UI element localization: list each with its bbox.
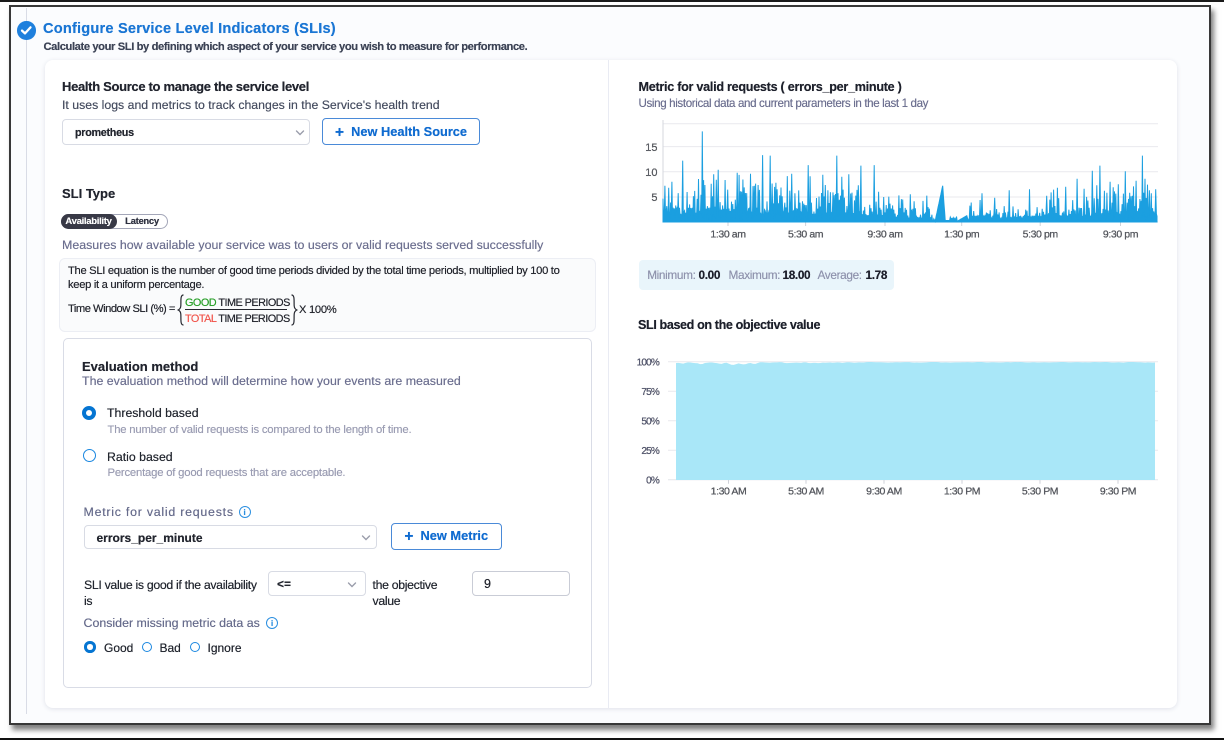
svg-text:25%: 25% bbox=[641, 446, 660, 457]
svg-text:1:30 pm: 1:30 pm bbox=[944, 229, 980, 241]
svg-text:15: 15 bbox=[645, 142, 657, 154]
svg-text:50%: 50% bbox=[641, 417, 660, 428]
svg-text:5:30 PM: 5:30 PM bbox=[1022, 486, 1058, 498]
svg-text:9:30 am: 9:30 am bbox=[867, 229, 903, 241]
svg-text:5:30 pm: 5:30 pm bbox=[1023, 229, 1059, 241]
svg-text:5: 5 bbox=[651, 192, 657, 204]
svg-text:1:30 am: 1:30 am bbox=[710, 229, 746, 241]
svg-text:10: 10 bbox=[645, 167, 657, 179]
svg-text:9:30 AM: 9:30 AM bbox=[866, 486, 902, 498]
svg-text:1:30 AM: 1:30 AM bbox=[711, 486, 747, 498]
svg-text:0%: 0% bbox=[646, 476, 660, 487]
svg-text:9:30 pm: 9:30 pm bbox=[1103, 229, 1139, 241]
svg-text:100%: 100% bbox=[637, 358, 660, 369]
svg-text:5:30 AM: 5:30 AM bbox=[788, 486, 824, 498]
svg-text:9:30 PM: 9:30 PM bbox=[1100, 486, 1136, 498]
svg-text:1:30 PM: 1:30 PM bbox=[944, 486, 980, 498]
svg-text:75%: 75% bbox=[641, 387, 660, 398]
svg-text:5:30 am: 5:30 am bbox=[788, 229, 824, 241]
